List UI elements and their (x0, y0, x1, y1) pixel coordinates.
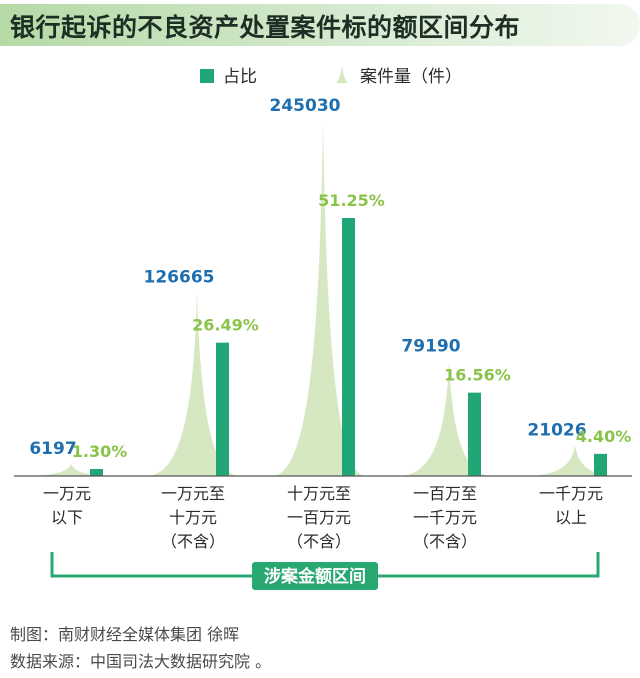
category-label: 十万元至 (287, 484, 351, 503)
legend-label-percent: 占比 (223, 67, 257, 87)
percent-label: 16.56% (444, 366, 511, 385)
count-label: 126665 (144, 267, 215, 287)
category-label: （不含） (161, 532, 225, 551)
count-spike (20, 464, 114, 476)
percent-bar (90, 469, 103, 476)
axis-group-label: 涉案金额区间 (264, 566, 366, 587)
chart-title: 银行起诉的不良资产处置案件标的额区间分布 (10, 13, 521, 42)
percent-label: 1.30% (72, 442, 128, 461)
count-label: 245030 (270, 96, 341, 116)
credit-source: 数据来源：中国司法大数据研究院 。 (10, 652, 272, 671)
category-label: 一万元 (43, 484, 91, 503)
legend-swatch-count (332, 64, 352, 83)
count-spike (272, 121, 366, 476)
category-label: （不含） (287, 532, 351, 551)
percent-label: 26.49% (192, 316, 259, 335)
title-bar: 银行起诉的不良资产处置案件标的额区间分布 (0, 0, 640, 54)
axis-group-badge (252, 562, 378, 590)
category-label: 一万元至 (161, 484, 225, 503)
credit-maker: 制图：南财财经全媒体集团 徐晖 (10, 625, 240, 644)
category-label: 以下 (51, 508, 83, 527)
category-label: 以上 (555, 508, 587, 527)
percent-bar (594, 453, 607, 476)
percent-bar (216, 342, 229, 476)
category-label: 一百万至 (413, 484, 477, 503)
legend-label-count: 案件量（件） (360, 67, 462, 87)
chart-area: 占比 案件量（件）61971.30%一万元以下12666526.49%一万元至十万… (14, 64, 632, 590)
count-label: 21026 (527, 421, 586, 441)
count-label: 6197 (29, 439, 76, 459)
percent-bar (468, 392, 481, 476)
category-label: 一千万元 (539, 484, 603, 503)
percent-label: 51.25% (318, 191, 385, 210)
count-spike (398, 361, 492, 476)
category-label: 一百万元 (287, 508, 351, 527)
legend-swatch-percent (200, 69, 214, 83)
title-background (0, 4, 640, 46)
category-label: （不含） (413, 532, 477, 551)
legend: 占比 案件量（件） (200, 64, 462, 87)
count-spike (524, 445, 618, 476)
percent-bar (342, 218, 355, 476)
count-label: 79190 (401, 336, 460, 356)
category-label: 十万元 (169, 508, 217, 527)
count-spike (146, 292, 240, 476)
percent-label: 4.40% (576, 427, 632, 446)
category-label: 一千万元 (413, 508, 477, 527)
